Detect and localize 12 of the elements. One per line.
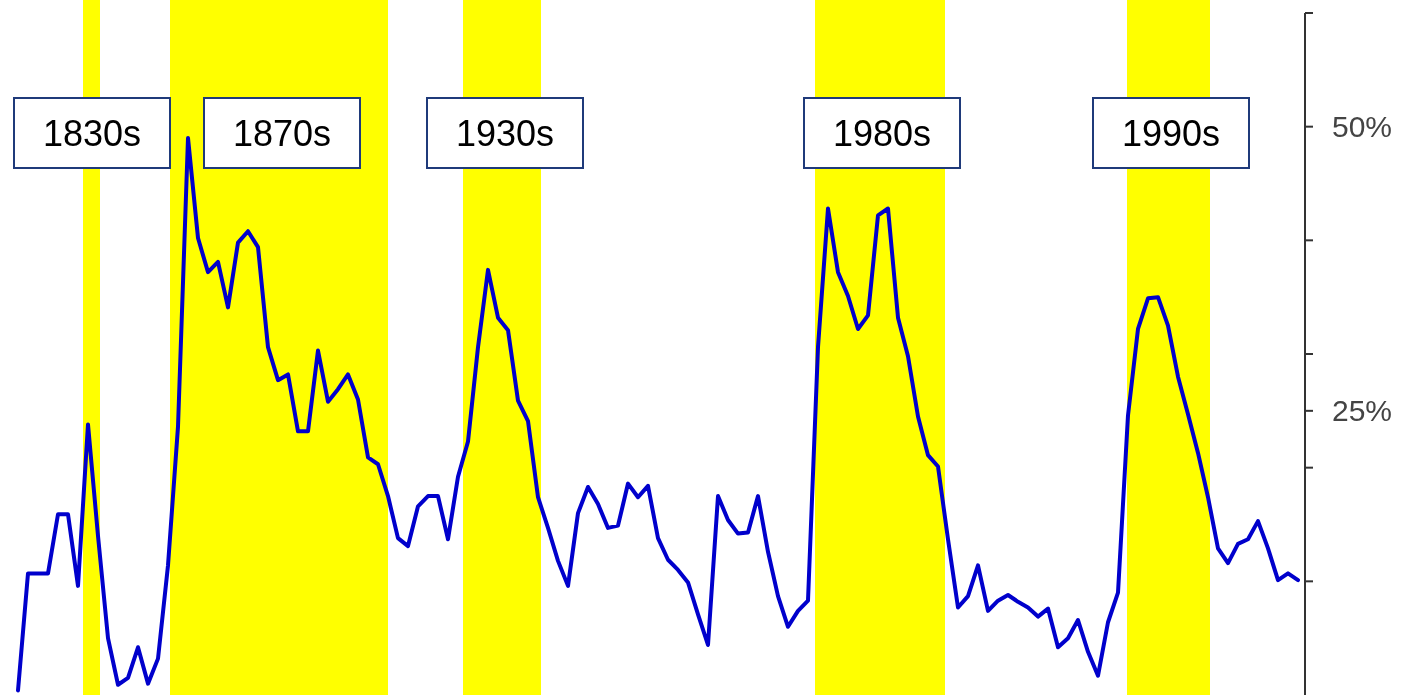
annotation: 1990s [1121,113,1221,154]
y-tick-label: 50% [1331,110,1393,144]
y-tick-label: 25% [1331,394,1393,428]
text-box: 1990s [1092,97,1250,169]
annotation: 1980s [832,113,932,154]
annotation: 1870s [232,113,332,154]
text-box: 1930s [426,97,584,169]
text-box: 1870s [203,97,361,169]
text-box: 1980s [803,97,961,169]
text-box: 1830s [13,97,171,169]
annotation: 1830s [42,113,142,154]
annotation: 1930s [455,113,555,154]
